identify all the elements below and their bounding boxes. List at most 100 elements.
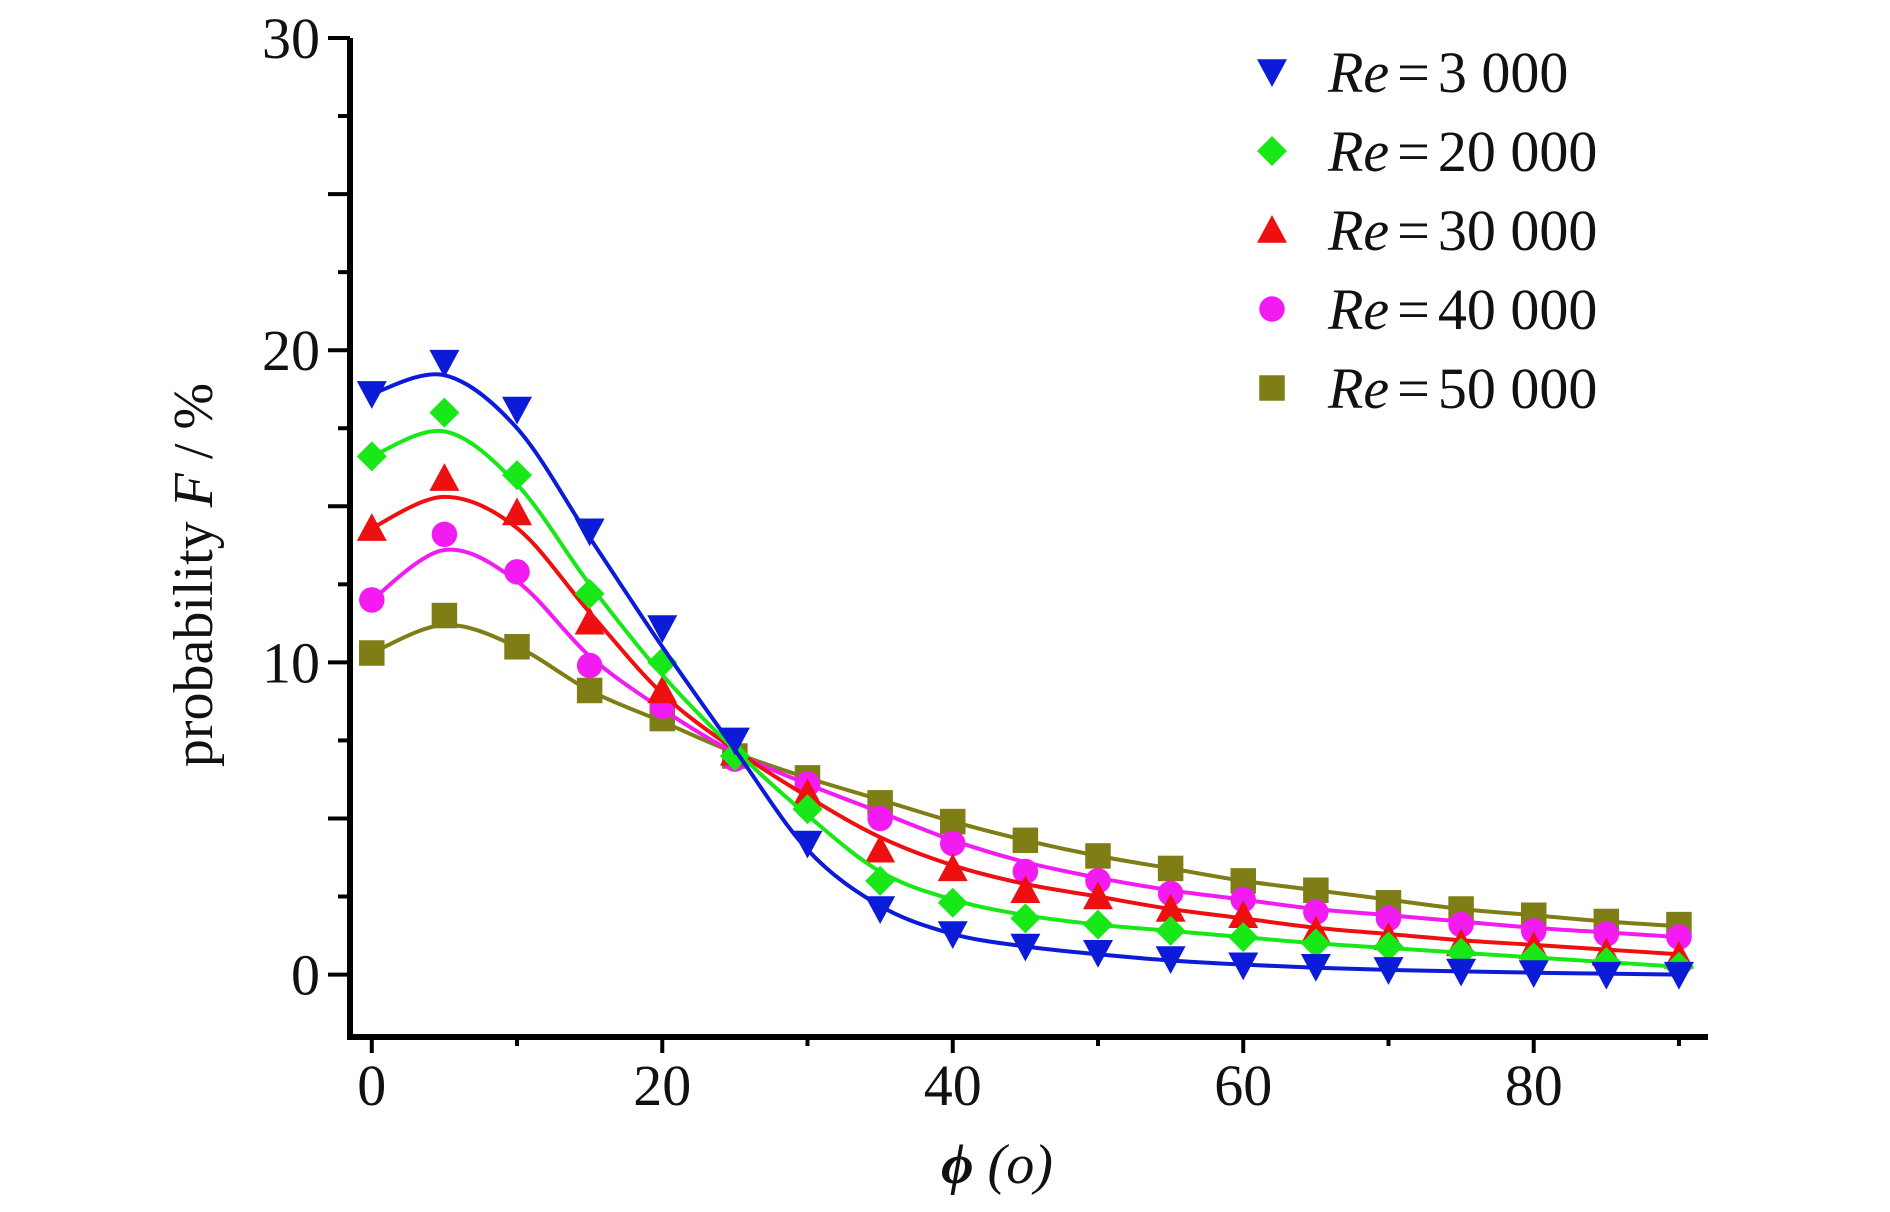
data-point: [1157, 855, 1184, 882]
data-point: [574, 518, 605, 547]
y-tick-label: 20: [262, 318, 320, 383]
legend-item: Re = 3 000: [1257, 40, 1568, 105]
axes: [347, 38, 1708, 1040]
data-point: [865, 834, 896, 863]
data-point: [1300, 928, 1331, 959]
data-point: [1446, 958, 1477, 987]
legend-label: Re = 50 000: [1327, 356, 1597, 421]
data-point: [359, 640, 385, 666]
data-point: [1663, 961, 1694, 990]
legend-label-value: 30 000: [1438, 198, 1598, 263]
legend-label: Re = 20 000: [1327, 119, 1597, 184]
data-point: [1085, 843, 1111, 869]
legend-label-variable: Re: [1327, 198, 1389, 263]
legend-label-variable: Re: [1327, 40, 1389, 105]
data-point: [1520, 918, 1547, 944]
data-point: [504, 634, 530, 660]
data-point: [356, 441, 387, 472]
data-point: [1593, 921, 1620, 947]
data-point: [867, 805, 893, 832]
legend-label-equals: =: [1397, 356, 1430, 421]
data-point: [429, 349, 460, 378]
legend-marker: [1257, 136, 1287, 166]
legend-label-value: 3 000: [1438, 40, 1569, 105]
data-point: [356, 381, 387, 409]
x-axis-title-unit: (o): [988, 1134, 1053, 1196]
plot-area: [356, 349, 1694, 990]
data-point: [356, 513, 387, 541]
data-point: [1082, 909, 1113, 940]
x-tick-label: 80: [1505, 1053, 1563, 1118]
legend-label-equals: =: [1397, 277, 1430, 342]
x-tick-label: 40: [924, 1053, 982, 1118]
legend-marker: [1257, 59, 1287, 87]
data-point: [1303, 877, 1329, 904]
data-point: [1230, 886, 1256, 913]
legend-label-equals: =: [1397, 198, 1430, 263]
data-point: [1012, 858, 1039, 885]
x-tick-label: 60: [1214, 1053, 1272, 1118]
data-point: [502, 460, 533, 491]
legend-item: Re = 50 000: [1259, 356, 1597, 421]
x-axis-title-symbol: ϕ: [941, 1134, 973, 1196]
y-axis-ticks: 0 10 20 30: [262, 6, 350, 1008]
data-point: [1012, 827, 1039, 854]
data-point: [576, 652, 603, 679]
data-point: [1085, 868, 1111, 894]
data-point: [1228, 922, 1259, 953]
y-axis-title: probability F / %: [163, 383, 225, 767]
data-point: [1666, 924, 1692, 950]
data-point: [574, 606, 605, 635]
legend-label-variable: Re: [1327, 356, 1389, 421]
data-point: [1157, 880, 1184, 907]
data-point: [937, 921, 968, 949]
data-point: [429, 397, 460, 428]
y-axis-title-variable: F: [163, 472, 225, 508]
legend-label-value: 50 000: [1438, 356, 1598, 421]
data-point: [1010, 875, 1041, 904]
x-tick-label: 0: [357, 1053, 386, 1118]
data-point: [1591, 961, 1622, 990]
y-tick-label: 10: [262, 630, 320, 695]
data-point: [1228, 952, 1259, 981]
data-point: [792, 778, 823, 807]
legend-marker: [1259, 296, 1285, 322]
data-point: [504, 559, 530, 585]
data-point: [574, 578, 605, 609]
series-50000: [359, 602, 1692, 938]
data-point: [865, 896, 896, 925]
data-point: [1300, 954, 1331, 982]
y-tick-label: 0: [291, 943, 320, 1008]
data-point: [719, 727, 750, 756]
data-point: [1155, 915, 1186, 946]
data-point: [1010, 903, 1041, 934]
y-axis-title-prefix: probability: [163, 521, 225, 767]
x-axis-ticks: 0 20 40 60 80: [357, 1037, 1681, 1118]
data-point: [1082, 881, 1113, 910]
legend-marker: [1257, 215, 1287, 243]
data-point: [1082, 939, 1113, 968]
data-point: [647, 615, 678, 644]
data-point: [792, 794, 823, 825]
legend-item: Re = 20 000: [1257, 119, 1597, 184]
data-point: [1518, 960, 1549, 989]
legend-label: Re = 40 000: [1327, 277, 1597, 342]
data-point: [939, 808, 966, 835]
data-point: [792, 830, 823, 859]
x-tick-label: 20: [633, 1053, 691, 1118]
legend-label-variable: Re: [1327, 119, 1389, 184]
legend-label-variable: Re: [1327, 277, 1389, 342]
data-point: [1155, 946, 1186, 974]
data-point: [502, 396, 533, 425]
data-point: [1373, 931, 1404, 962]
data-point: [1010, 933, 1041, 962]
data-point: [431, 602, 458, 629]
legend-label: Re = 3 000: [1327, 40, 1568, 105]
legend-label-value: 40 000: [1438, 277, 1598, 342]
legend-label-equals: =: [1397, 40, 1430, 105]
data-point: [1303, 899, 1329, 925]
data-point: [1373, 957, 1404, 985]
data-point: [1375, 905, 1402, 932]
